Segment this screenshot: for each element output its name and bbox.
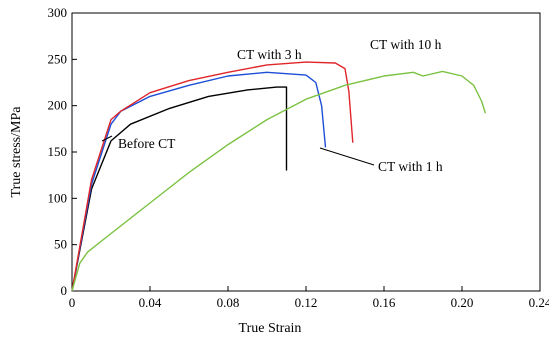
x-tick-label-0: 0 (69, 295, 76, 310)
series-line-ct-with-10-h (71, 70, 487, 292)
axes (71, 12, 541, 292)
y-tick-label-4: 200 (48, 98, 68, 113)
x-tick-label-1: 0.04 (139, 295, 162, 310)
x-ticks: 0 0.04 0.08 0.12 0.16 0.20 0.24 (69, 286, 549, 310)
leader-ct-1h (319, 147, 375, 166)
series-line-ct-with-3-h (71, 61, 354, 292)
y-tick-label-6: 300 (48, 5, 68, 20)
y-tick-label-2: 100 (48, 190, 68, 205)
y-tick-label-1: 50 (54, 237, 67, 252)
x-tick-label-5: 0.20 (451, 295, 474, 310)
label-before-ct: Before CT (118, 136, 176, 151)
y-ticks: 0 50 100 150 200 250 300 (48, 5, 77, 298)
x-axis-title: True Strain (239, 321, 302, 336)
series-group (71, 61, 487, 292)
x-tick-label-2: 0.08 (217, 295, 240, 310)
label-ct-1h: CT with 1 h (378, 159, 443, 174)
series-line-ct-with-1-h (71, 71, 327, 292)
x-tick-label-6: 0.24 (529, 295, 549, 310)
plot-frame (71, 12, 541, 292)
series-line-before-ct (71, 86, 288, 292)
y-tick-label-3: 150 (48, 144, 68, 159)
x-tick-label-4: 0.16 (373, 295, 396, 310)
x-tick-label-3: 0.12 (295, 295, 318, 310)
leader-before-ct (101, 135, 113, 142)
label-ct-10h: CT with 10 h (370, 37, 442, 52)
y-tick-label-0: 0 (61, 283, 68, 298)
y-tick-label-5: 250 (48, 51, 68, 66)
y-axis-title: True stress/MPa (9, 106, 24, 198)
label-ct-3h: CT with 3 h (237, 47, 302, 62)
